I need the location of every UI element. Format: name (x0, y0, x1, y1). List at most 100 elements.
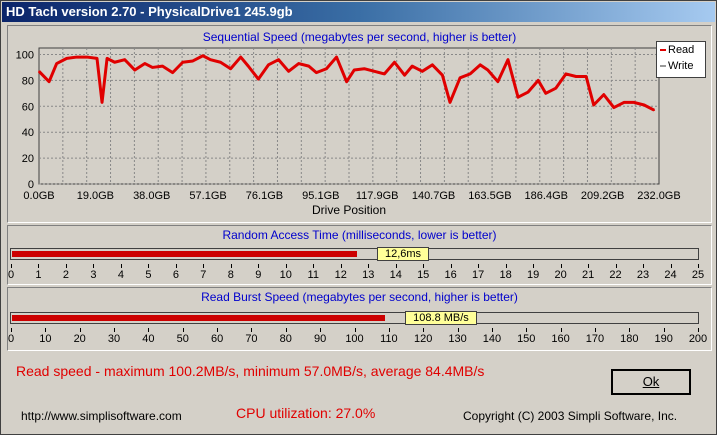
tick-label: 80 (279, 333, 292, 345)
read-data-point (123, 58, 126, 61)
read-data-point (345, 80, 348, 83)
tick-mark (148, 328, 150, 332)
legend-write-label: Write (668, 60, 694, 72)
legend-read-label: Read (668, 44, 695, 56)
tick-mark (560, 264, 562, 268)
read-data-point (96, 57, 98, 60)
x-tick-label: 95.1GB (302, 190, 339, 202)
random-access-value: 12,6ms (377, 247, 429, 261)
x-axis-label: Drive Position (312, 203, 386, 217)
tick-label: 22 (609, 269, 622, 281)
tick-label: 20 (73, 333, 86, 345)
y-tick-label: 60 (22, 101, 34, 113)
x-tick-label: 57.1GB (189, 190, 226, 202)
read-data-point (507, 58, 509, 61)
tick-label: 90 (314, 333, 327, 345)
read-data-point (363, 67, 366, 70)
read-data-point (134, 69, 136, 71)
read-data-point (113, 61, 116, 64)
read-data-point (575, 75, 577, 78)
read-data-point (537, 79, 540, 82)
x-tick-label: 186.4GB (525, 190, 568, 202)
tick-mark (38, 264, 40, 268)
x-tick-label: 117.9GB (356, 190, 399, 202)
tick-mark (285, 328, 287, 332)
read-data-point (76, 56, 78, 58)
tick-mark (217, 328, 219, 332)
x-tick-label: 76.1GB (246, 190, 283, 202)
legend-item-write: Write (657, 58, 705, 74)
read-data-point (441, 74, 444, 76)
read-data-point (602, 93, 605, 96)
tick-label: 190 (654, 333, 673, 345)
x-tick-label: 19.0GB (77, 190, 114, 202)
tick-label: 120 (414, 333, 433, 345)
read-data-point (565, 73, 567, 75)
burst-bar (12, 315, 385, 321)
title-bar[interactable]: HD Tach version 2.70 - PhysicalDrive1 24… (2, 2, 715, 22)
tick-mark (560, 328, 562, 332)
tick-mark (313, 264, 315, 268)
read-data-point (469, 73, 471, 75)
tick-mark (423, 328, 425, 332)
tick-mark (320, 328, 322, 332)
sequential-title: Sequential Speed (megabytes per second, … (202, 30, 517, 44)
x-tick-label: 209.2GB (581, 190, 624, 202)
read-data-point (86, 56, 88, 58)
tick-mark (491, 328, 493, 332)
tick-label: 19 (526, 269, 540, 281)
read-data-point (219, 61, 222, 64)
tick-mark (478, 264, 480, 268)
y-tick-label: 0 (28, 179, 34, 191)
read-data-point (38, 70, 40, 73)
ok-button[interactable]: Ok (611, 369, 691, 395)
random-access-bar (12, 251, 357, 257)
tick-label: 14 (389, 269, 402, 281)
tick-mark (505, 264, 507, 268)
tick-mark (11, 328, 12, 332)
ok-button-label: Ok (642, 374, 660, 389)
tick-mark (670, 264, 672, 268)
tick-mark (45, 328, 47, 332)
read-data-point (479, 64, 482, 66)
read-data-point (171, 71, 174, 74)
tick-mark (203, 264, 205, 268)
tick-label: 6 (172, 269, 179, 281)
y-tick-label: 40 (22, 127, 34, 139)
tick-mark (148, 264, 150, 268)
read-data-point (297, 62, 300, 65)
read-data-point (592, 104, 595, 106)
read-data-point (403, 74, 406, 76)
tick-label: 180 (620, 333, 639, 345)
tick-label: 2 (62, 269, 70, 281)
read-data-point (48, 80, 50, 83)
read-data-point (106, 57, 108, 60)
tick-mark (114, 328, 116, 332)
tick-mark (175, 264, 177, 268)
cpu-utilization: CPU utilization: 27.0% (236, 405, 376, 421)
tick-label: 17 (472, 269, 485, 281)
read-data-point (101, 101, 103, 104)
tick-label: 9 (255, 269, 262, 281)
tick-label: 12 (334, 269, 347, 281)
tick-label: 200 (688, 333, 708, 345)
tick-mark (93, 264, 95, 268)
website-url[interactable]: http://www.simplisoftware.com (21, 409, 182, 423)
read-data-point (527, 91, 529, 93)
tick-label: 110 (380, 333, 398, 345)
random-access-panel: Random Access Time (milliseconds, lower … (7, 225, 712, 285)
tick-label: 11 (307, 269, 319, 281)
tick-mark (368, 264, 370, 268)
read-data-point (497, 80, 499, 83)
tick-mark (526, 328, 528, 332)
tick-label: 8 (227, 269, 234, 281)
read-data-point (431, 64, 434, 66)
tick-label: 13 (362, 269, 375, 281)
read-data-point (192, 60, 194, 62)
tick-mark (588, 264, 590, 268)
burst-title: Read Burst Speed (megabytes per second, … (201, 290, 518, 304)
tick-label: 0 (7, 333, 15, 345)
tick-label: 70 (245, 333, 258, 345)
read-data-point (181, 61, 184, 64)
